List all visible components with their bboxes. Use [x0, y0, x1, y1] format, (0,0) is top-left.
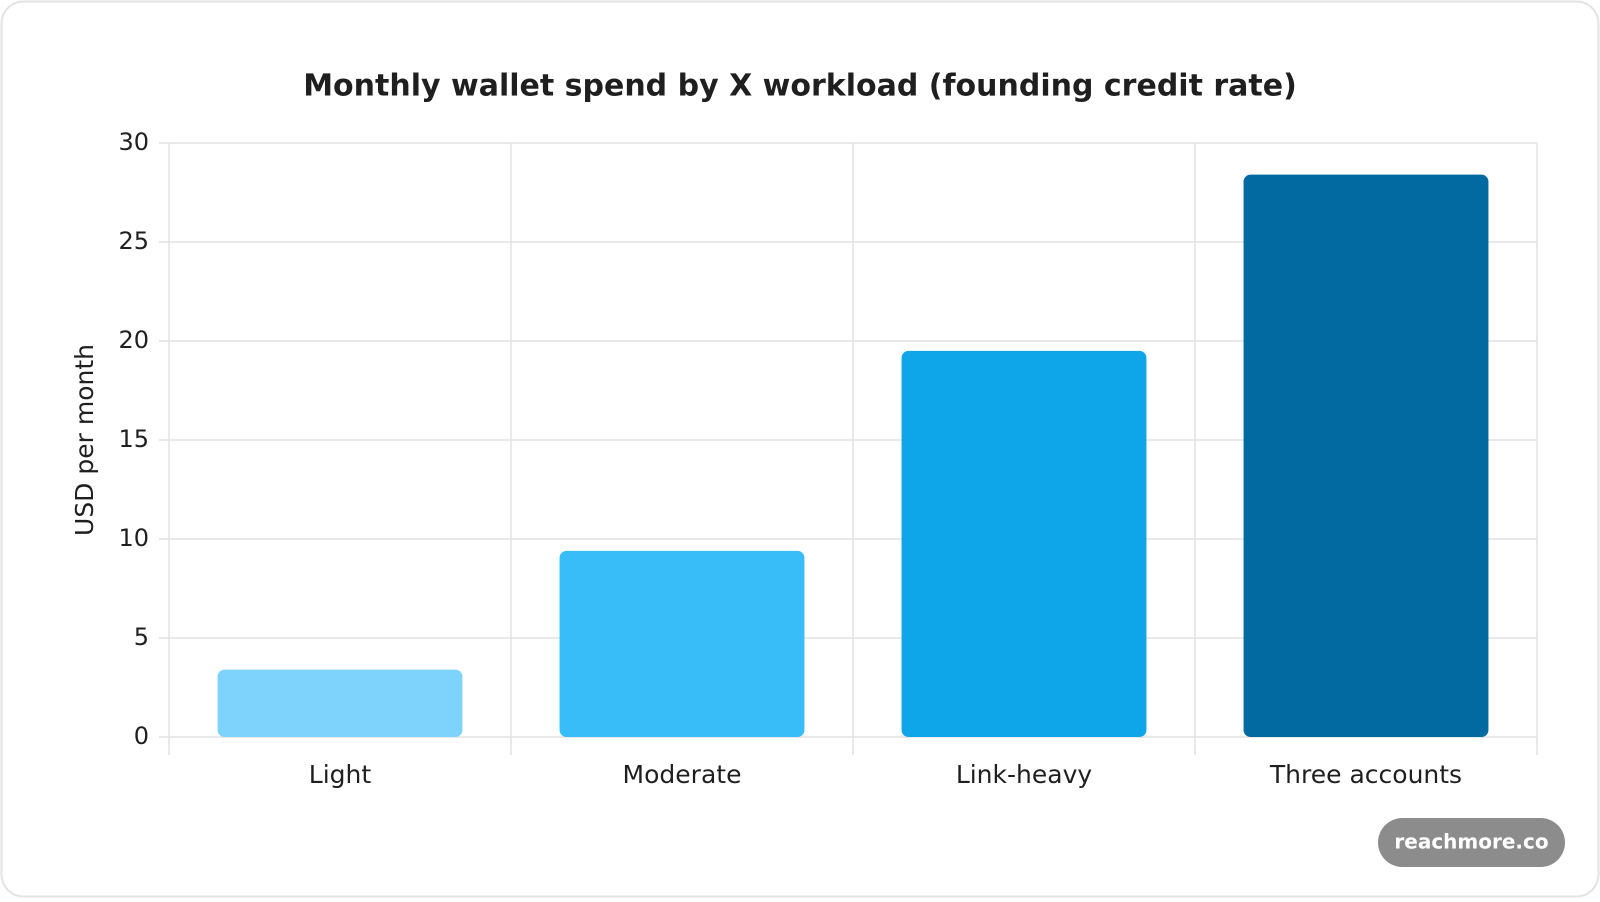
bar: [901, 350, 1147, 737]
bar: [559, 550, 805, 737]
y-tick-label: 0: [134, 722, 149, 750]
y-tick-label: 30: [118, 128, 149, 156]
badge: reachmore.co: [1378, 818, 1565, 867]
x-tick-label: Light: [309, 760, 372, 789]
chart-title: Monthly wallet spend by X workload (foun…: [303, 69, 1297, 104]
x-tick-label: Three accounts: [1269, 760, 1462, 789]
x-tick-label: Moderate: [623, 760, 742, 789]
y-tick-label: 5: [134, 623, 149, 651]
bar: [217, 669, 463, 737]
badge-background: [1378, 818, 1565, 867]
y-tick-label: 15: [118, 425, 149, 453]
y-axis-title: USD per month: [70, 344, 99, 536]
y-tick-label: 20: [118, 326, 149, 354]
x-tick-label: Link-heavy: [956, 760, 1093, 789]
y-tick-label: 25: [118, 227, 149, 255]
bar: [1243, 174, 1489, 737]
y-tick-label: 10: [118, 524, 149, 552]
badge-text: reachmore.co: [1394, 830, 1548, 854]
